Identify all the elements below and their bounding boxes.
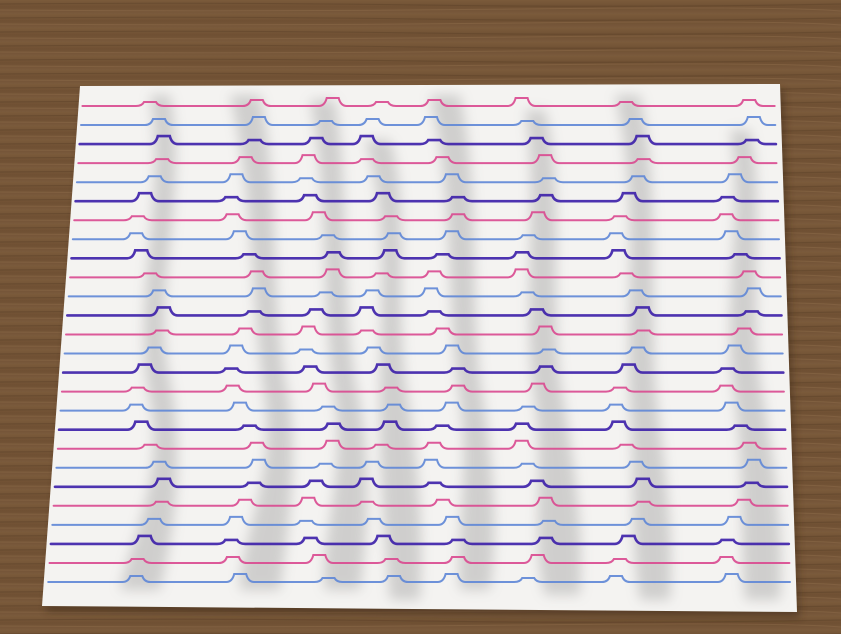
ruled-line (78, 134, 778, 146)
ruled-line (67, 287, 782, 298)
ruled-line (63, 344, 784, 355)
ruled-line (81, 97, 776, 107)
ruled-line (70, 249, 781, 260)
ruled-line (55, 458, 788, 469)
ruled-line (74, 191, 780, 203)
ruled-line (80, 116, 777, 126)
ruled-line (75, 173, 779, 184)
ruled-line (51, 515, 790, 526)
ruled-line (57, 420, 787, 431)
ruled-line (47, 573, 791, 583)
ruled-line (69, 268, 782, 279)
ruled-lines (47, 97, 791, 583)
ruled-line (56, 439, 787, 450)
ruled-line (65, 325, 784, 336)
ruled-line (52, 496, 789, 507)
ruled-line (53, 477, 789, 489)
ruled-line (66, 306, 783, 317)
ruled-line (48, 554, 791, 564)
ruled-line (49, 534, 791, 546)
ruled-line (61, 363, 785, 374)
ruled-line (73, 211, 780, 222)
ruled-line (59, 401, 786, 412)
ruled-line (77, 154, 778, 165)
paper-sheet (42, 84, 797, 612)
ruled-line (60, 382, 785, 393)
ruled-line (71, 230, 780, 241)
